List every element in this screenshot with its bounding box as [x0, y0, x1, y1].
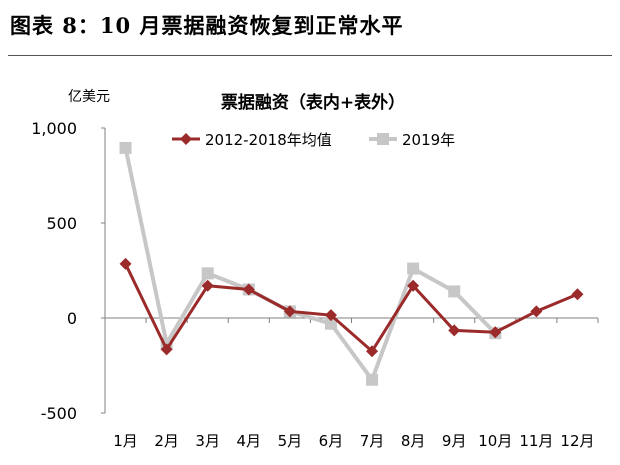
x-tick-label: 8月: [401, 432, 426, 450]
title-divider: [8, 55, 612, 56]
y-tick-label: 0: [67, 309, 77, 328]
x-tick-label: 5月: [278, 432, 303, 450]
data-point: [366, 373, 379, 386]
unit-label: 亿美元: [68, 89, 110, 105]
x-tick-label: 12月: [560, 432, 594, 450]
series-layer: [119, 141, 584, 386]
data-point: [448, 285, 461, 298]
y-tick-label: 1,000: [31, 119, 77, 138]
data-point: [283, 305, 296, 318]
data-point: [324, 309, 337, 322]
data-point: [530, 305, 543, 318]
x-tick-label: 4月: [237, 432, 262, 450]
x-tick-label: 11月: [519, 432, 553, 450]
data-point: [571, 288, 584, 301]
legend-marker-series-1: [377, 133, 389, 145]
x-tick-label: 6月: [319, 432, 344, 450]
x-axis: 1月 2月 3月 4月 5月 6月 7月 8月 9月 10月 11月 12月: [104, 317, 599, 450]
data-point: [201, 267, 214, 280]
x-tick-label: 10月: [478, 432, 512, 450]
x-tick-label: 1月: [113, 432, 138, 450]
figure-title: 图表 8：10 月票据融资恢复到正常水平: [10, 13, 404, 38]
x-tick-label: 9月: [442, 432, 467, 450]
data-point: [119, 141, 132, 154]
series-line: [124, 263, 579, 354]
data-point: [366, 345, 379, 358]
legend-marker-series-0: [180, 133, 192, 145]
series-line: [123, 147, 497, 384]
y-ticks: -500 0 500 1,000: [31, 119, 105, 423]
data-point: [160, 343, 173, 356]
legend: 2012-2018年均值 2019年: [172, 131, 455, 149]
x-tick-label: 7月: [360, 432, 385, 450]
series-0: [119, 257, 584, 358]
series-1: [119, 141, 502, 386]
data-point: [242, 283, 255, 296]
x-tick-label: 3月: [195, 432, 220, 450]
data-point: [489, 326, 502, 339]
legend-label-series-0: 2012-2018年均值: [205, 131, 332, 149]
data-point: [119, 257, 132, 270]
x-tick-label: 2月: [154, 432, 179, 450]
y-tick-label: 500: [46, 214, 77, 233]
chart-title: 票据融资（表内+表外）: [221, 92, 405, 113]
legend-label-series-1: 2019年: [402, 131, 455, 149]
data-point: [201, 279, 214, 292]
data-point: [324, 317, 337, 330]
data-point: [407, 279, 420, 292]
y-tick-label: -500: [41, 404, 77, 423]
data-point: [448, 324, 461, 337]
data-point: [407, 262, 420, 275]
